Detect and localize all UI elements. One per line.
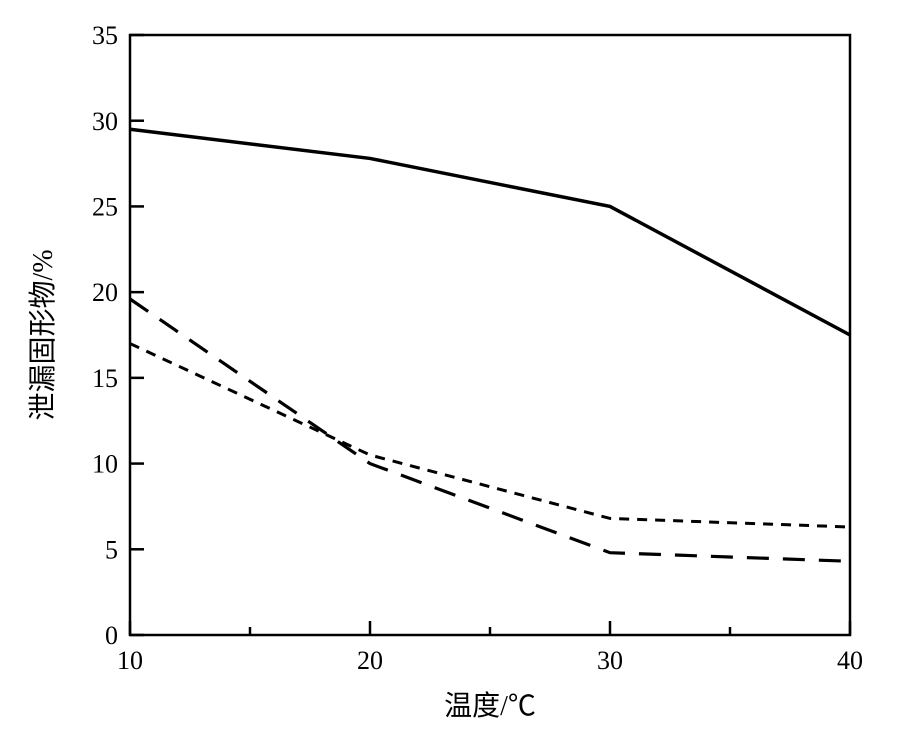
svg-text:30: 30 — [92, 107, 118, 136]
svg-text:0: 0 — [105, 621, 118, 650]
svg-text:10: 10 — [117, 646, 143, 675]
y-axis-label: 泄漏固形物/% — [27, 249, 59, 420]
line-chart: 10 20 30 40 0 5 10 15 20 25 30 35 温度/℃ 泄漏固形物/% — [0, 0, 910, 752]
svg-text:5: 5 — [105, 535, 118, 564]
svg-text:20: 20 — [92, 278, 118, 307]
svg-text:40: 40 — [837, 646, 863, 675]
svg-text:10: 10 — [92, 450, 118, 479]
svg-text:20: 20 — [357, 646, 383, 675]
svg-text:25: 25 — [92, 193, 118, 222]
x-axis-label: 温度/℃ — [444, 690, 536, 722]
chart-container: 10 20 30 40 0 5 10 15 20 25 30 35 温度/℃ 泄漏固形物/% — [0, 0, 910, 752]
svg-text:30: 30 — [597, 646, 623, 675]
svg-text:35: 35 — [92, 21, 118, 50]
svg-text:15: 15 — [92, 364, 118, 393]
